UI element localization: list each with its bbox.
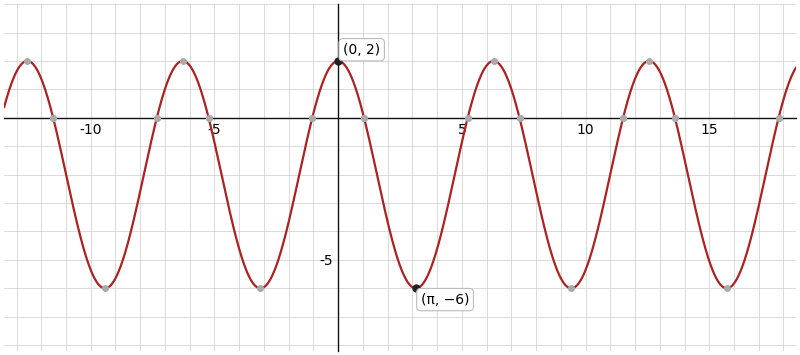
Text: (0, 2): (0, 2) <box>343 43 380 57</box>
Text: (π, −6): (π, −6) <box>421 293 470 307</box>
